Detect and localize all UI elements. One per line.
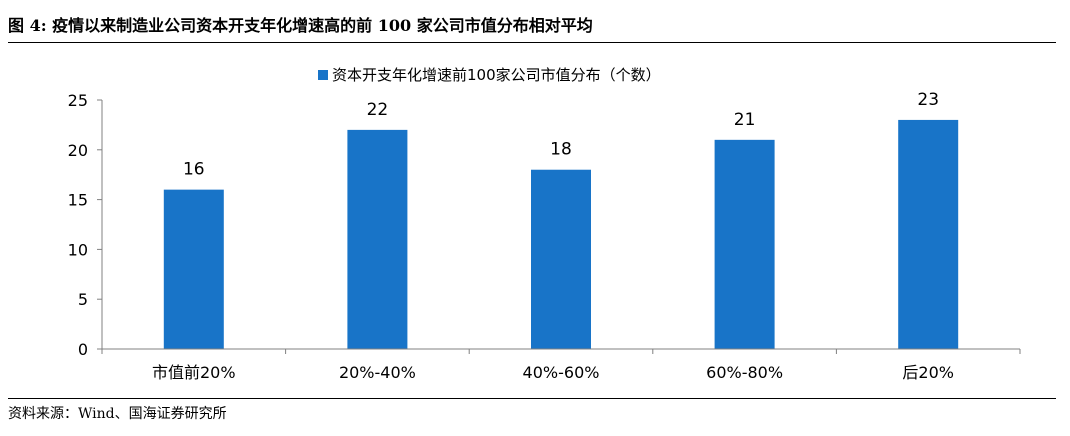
bar-1 <box>163 189 224 349</box>
source-note: 资料来源：Wind、国海证券研究所 <box>8 406 227 422</box>
y-axis: 0 5 10 15 20 25 <box>68 91 103 359</box>
legend-swatch <box>318 70 328 80</box>
source-rule <box>8 398 1056 399</box>
data-label: 23 <box>917 90 939 110</box>
data-label: 18 <box>550 140 572 160</box>
x-category-label: 后20% <box>902 363 954 382</box>
bar-5 <box>898 119 959 349</box>
title-rule <box>8 42 1056 43</box>
y-tick-label: 0 <box>78 340 88 359</box>
y-tick-label: 20 <box>68 141 88 160</box>
x-category-label: 60%-80% <box>706 363 783 382</box>
x-category-label: 40%-60% <box>523 363 600 382</box>
y-tick-label: 10 <box>68 240 88 259</box>
x-axis: 市值前20% 20%-40% 40%-60% 60%-80% 后20% <box>101 348 1021 382</box>
y-tick-label: 5 <box>78 290 88 309</box>
x-category-label: 市值前20% <box>152 363 236 382</box>
bar-4 <box>714 139 775 349</box>
data-label: 16 <box>183 160 205 180</box>
data-label: 22 <box>367 100 389 120</box>
y-tick-label: 25 <box>68 91 88 110</box>
figure-title: 图 4: 疫情以来制造业公司资本开支年化增速高的前 100 家公司市值分布相对平… <box>8 16 593 35</box>
bar-3 <box>531 169 591 349</box>
bars-group: 16 22 18 21 23 <box>163 90 959 349</box>
bar-2 <box>347 129 408 349</box>
x-category-label: 20%-40% <box>339 363 416 382</box>
legend-label: 资本开支年化增速前100家公司市值分布（个数） <box>332 66 661 84</box>
y-tick-label: 15 <box>68 191 88 210</box>
data-label: 21 <box>734 110 756 130</box>
chart-legend: 资本开支年化增速前100家公司市值分布（个数） <box>318 66 661 84</box>
